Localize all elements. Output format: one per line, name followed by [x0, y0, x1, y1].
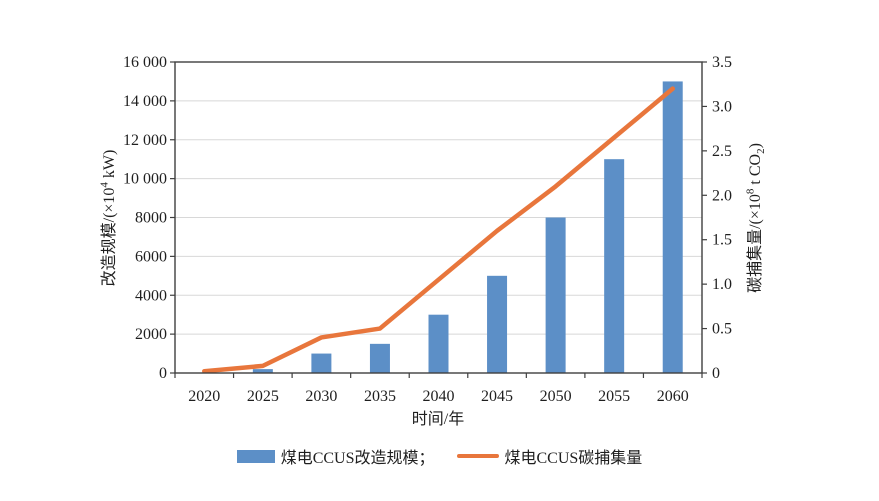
- right-axis-tick-label: 3.5: [712, 54, 732, 71]
- right-axis-tick-label: 1.0: [712, 276, 732, 293]
- x-axis-tick-label: 2020: [188, 388, 220, 405]
- left-axis-tick-label: 12 000: [123, 132, 167, 149]
- left-axis-title-text: 改造规模/(×10: [101, 187, 118, 287]
- left-axis-tick-label: 10 000: [123, 171, 167, 188]
- bar-2060: [662, 81, 683, 373]
- x-axis-tick-label: 2025: [247, 388, 279, 405]
- legend-bar-label: 煤电CCUS改造规模；: [280, 450, 435, 467]
- left-axis-title: 改造规模/(×104 kW): [95, 150, 119, 287]
- legend-line-label: 煤电CCUS碳捕集量: [504, 450, 643, 467]
- x-axis-tick-label: 2045: [481, 388, 513, 405]
- bar-2045: [487, 275, 508, 373]
- bar-2025: [252, 369, 273, 373]
- right-axis-tick-label: 2.0: [712, 187, 732, 204]
- legend-line-swatch-icon: [456, 454, 499, 458]
- right-axis-tick-label: 2.5: [712, 143, 732, 160]
- x-axis-tick-label: 2050: [540, 388, 572, 405]
- x-axis-title: 时间/年: [411, 411, 465, 428]
- bar-2030: [311, 353, 332, 373]
- right-axis-tick-label: 0.5: [712, 321, 732, 338]
- x-axis-tick-label: 2055: [598, 388, 630, 405]
- right-axis-title-sub: 2: [755, 148, 768, 154]
- x-axis-tick-label: 2035: [364, 388, 396, 405]
- x-axis-tick-label: 2030: [305, 388, 337, 405]
- line-series: [202, 86, 675, 374]
- bar-2055: [604, 159, 625, 373]
- legend-item-bar: 煤电CCUS改造规模；: [236, 444, 435, 468]
- bar-2050: [545, 217, 566, 373]
- x-axis-tick-label: 2060: [657, 388, 689, 405]
- left-axis-title-unit: kW): [101, 149, 118, 183]
- legend-item-line: 煤电CCUS碳捕集量: [456, 444, 643, 468]
- bar-2040: [428, 314, 449, 373]
- left-axis-tick-label: 14 000: [123, 93, 167, 110]
- bar-2035: [369, 343, 390, 373]
- left-axis-tick-label: 6000: [135, 248, 167, 265]
- legend: 煤电CCUS改造规模； 煤电CCUS碳捕集量: [0, 444, 879, 468]
- right-axis-tick-label: 3.0: [712, 98, 732, 115]
- left-axis-title-sup: 4: [98, 182, 111, 188]
- right-axis-title-text: 碳捕集量/(×10: [746, 194, 764, 293]
- left-axis-tick-label: 2000: [135, 326, 167, 343]
- left-axis-tick-label: 4000: [135, 287, 167, 304]
- left-axis-tick-label: 0: [159, 365, 167, 382]
- right-axis-title-close: ): [746, 143, 764, 149]
- right-axis-title-unit: t CO: [746, 153, 764, 189]
- right-axis-tick-label: 1.5: [712, 232, 732, 249]
- left-axis-tick-label: 8000: [135, 210, 167, 227]
- left-axis-tick-label: 16 000: [123, 54, 167, 71]
- right-axis-tick-label: 0: [712, 365, 720, 382]
- x-axis-tick-label: 2040: [423, 388, 455, 405]
- legend-bar-swatch-icon: [236, 449, 275, 463]
- right-axis-title: 碳捕集量/(×108 t CO2): [741, 143, 768, 293]
- right-axis-title-sup: 8: [744, 188, 757, 195]
